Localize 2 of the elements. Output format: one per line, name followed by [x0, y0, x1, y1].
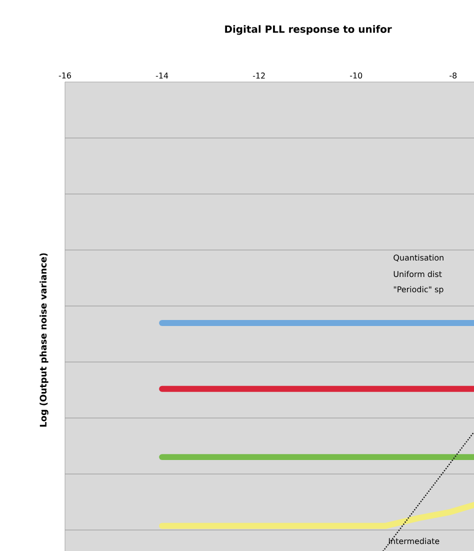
y-axis-title: Log (Output phase noise variance) — [40, 253, 48, 427]
chart-title: Digital PLL response to unifor — [225, 25, 392, 35]
